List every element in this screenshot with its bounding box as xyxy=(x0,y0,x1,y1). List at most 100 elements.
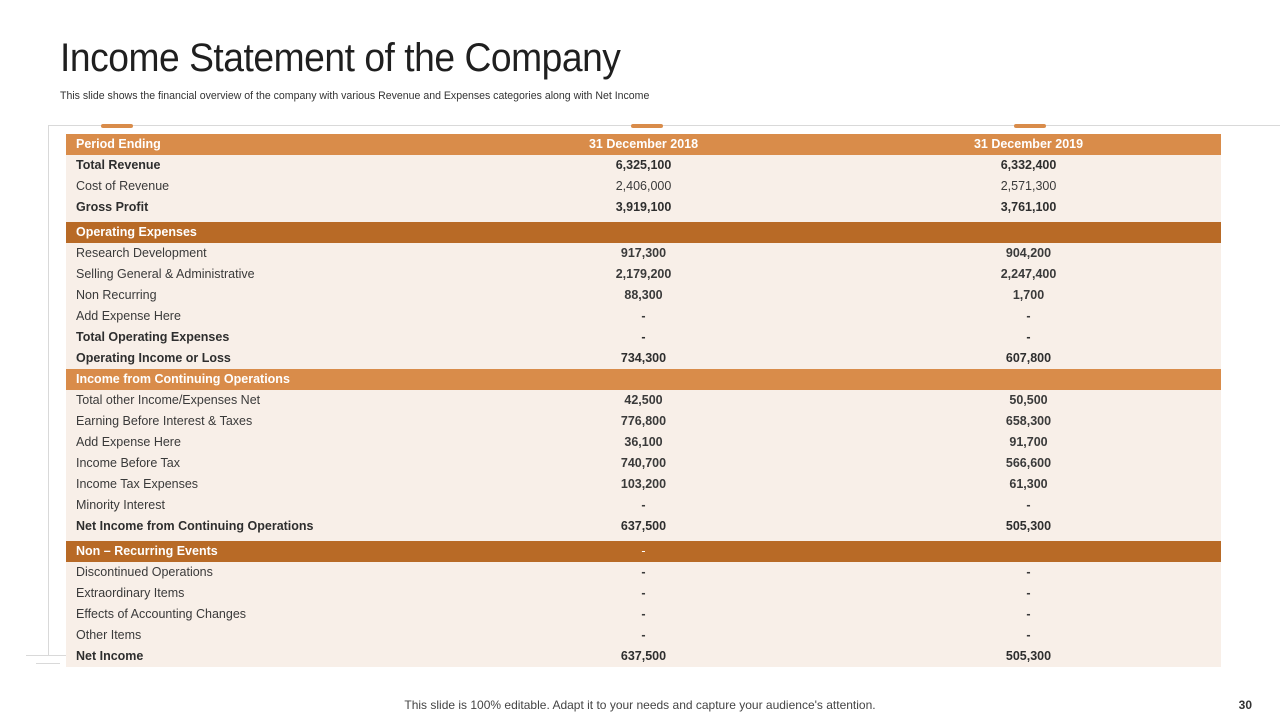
table-row: Cost of Revenue 2,406,000 2,571,300 xyxy=(66,176,1221,197)
table-row: Research Development 917,300 904,200 xyxy=(66,243,1221,264)
row-label: Total other Income/Expenses Net xyxy=(66,390,451,411)
row-label: Non Recurring xyxy=(66,285,451,306)
row-label: Discontinued Operations xyxy=(66,562,451,583)
row-label: Effects of Accounting Changes xyxy=(66,604,451,625)
value-2018: - xyxy=(451,625,836,646)
section-label: Income from Continuing Operations xyxy=(66,369,451,390)
section-label: Non – Recurring Events xyxy=(66,541,451,562)
table-row: Total Operating Expenses - - xyxy=(66,327,1221,348)
value-2018: 637,500 xyxy=(451,516,836,537)
row-spacer xyxy=(66,218,1221,222)
footer-note: This slide is 100% editable. Adapt it to… xyxy=(404,698,876,712)
value-2019: - xyxy=(836,562,1221,583)
value-2018 xyxy=(451,222,836,243)
value-2018: 2,179,200 xyxy=(451,264,836,285)
row-label: Minority Interest xyxy=(66,495,451,516)
value-2019: 505,300 xyxy=(836,646,1221,667)
header-2018: 31 December 2018 xyxy=(451,134,836,155)
table-row: Total other Income/Expenses Net 42,500 5… xyxy=(66,390,1221,411)
table-row: Operating Income or Loss 734,300 607,800 xyxy=(66,348,1221,369)
section-header-row: Operating Expenses xyxy=(66,222,1221,243)
table-header-row: Period Ending 31 December 2018 31 Decemb… xyxy=(66,134,1221,155)
value-2019: 658,300 xyxy=(836,411,1221,432)
value-2018: 740,700 xyxy=(451,453,836,474)
table-row: Extraordinary Items - - xyxy=(66,583,1221,604)
row-label: Total Revenue xyxy=(66,155,451,176)
table-row: Add Expense Here 36,100 91,700 xyxy=(66,432,1221,453)
table-row: Non Recurring 88,300 1,700 xyxy=(66,285,1221,306)
value-2019: - xyxy=(836,306,1221,327)
value-2018: - xyxy=(451,541,836,562)
value-2018: - xyxy=(451,495,836,516)
row-label: Gross Profit xyxy=(66,197,451,218)
header-2019: 31 December 2019 xyxy=(836,134,1221,155)
table-row: Effects of Accounting Changes - - xyxy=(66,604,1221,625)
value-2018: - xyxy=(451,562,836,583)
value-2019 xyxy=(836,369,1221,390)
row-label: Add Expense Here xyxy=(66,306,451,327)
table-row: Net Income from Continuing Operations 63… xyxy=(66,516,1221,537)
row-label: Cost of Revenue xyxy=(66,176,451,197)
row-label: Selling General & Administrative xyxy=(66,264,451,285)
row-spacer xyxy=(66,537,1221,541)
value-2019: - xyxy=(836,583,1221,604)
frame-line-left xyxy=(48,125,49,655)
value-2019: 1,700 xyxy=(836,285,1221,306)
row-label: Other Items xyxy=(66,625,451,646)
row-label: Research Development xyxy=(66,243,451,264)
section-header-row: Non – Recurring Events - xyxy=(66,541,1221,562)
value-2019: 6,332,400 xyxy=(836,155,1221,176)
row-label: Extraordinary Items xyxy=(66,583,451,604)
table-row: Total Revenue 6,325,100 6,332,400 xyxy=(66,155,1221,176)
value-2019: - xyxy=(836,625,1221,646)
frame-line-foot xyxy=(26,655,66,656)
table-row: Selling General & Administrative 2,179,2… xyxy=(66,264,1221,285)
value-2019: 566,600 xyxy=(836,453,1221,474)
value-2019: 61,300 xyxy=(836,474,1221,495)
value-2018: 36,100 xyxy=(451,432,836,453)
frame-line-foot xyxy=(36,663,60,664)
row-label: Total Operating Expenses xyxy=(66,327,451,348)
value-2019: 3,761,100 xyxy=(836,197,1221,218)
value-2018: 103,200 xyxy=(451,474,836,495)
section-header-row: Income from Continuing Operations xyxy=(66,369,1221,390)
row-label: Net Income xyxy=(66,646,451,667)
table-row: Net Income 637,500 505,300 xyxy=(66,646,1221,667)
value-2018: 88,300 xyxy=(451,285,836,306)
table-row: Earning Before Interest & Taxes 776,800 … xyxy=(66,411,1221,432)
value-2018: 734,300 xyxy=(451,348,836,369)
value-2018: 776,800 xyxy=(451,411,836,432)
table-row: Minority Interest - - xyxy=(66,495,1221,516)
row-label: Add Expense Here xyxy=(66,432,451,453)
value-2018: 3,919,100 xyxy=(451,197,836,218)
value-2019: - xyxy=(836,604,1221,625)
income-statement-table: Period Ending 31 December 2018 31 Decemb… xyxy=(66,134,1221,667)
value-2019: 50,500 xyxy=(836,390,1221,411)
page-title: Income Statement of the Company xyxy=(60,36,621,80)
section-label: Operating Expenses xyxy=(66,222,451,243)
value-2018: - xyxy=(451,327,836,348)
page-subtitle: This slide shows the financial overview … xyxy=(60,90,650,102)
value-2018 xyxy=(451,369,836,390)
table-row: Other Items - - xyxy=(66,625,1221,646)
value-2018: 917,300 xyxy=(451,243,836,264)
decorative-tab xyxy=(1014,124,1046,128)
row-label: Income Before Tax xyxy=(66,453,451,474)
value-2018: 2,406,000 xyxy=(451,176,836,197)
row-label: Earning Before Interest & Taxes xyxy=(66,411,451,432)
value-2018: 637,500 xyxy=(451,646,836,667)
value-2018: - xyxy=(451,306,836,327)
value-2019: 91,700 xyxy=(836,432,1221,453)
value-2019: 505,300 xyxy=(836,516,1221,537)
value-2019: 607,800 xyxy=(836,348,1221,369)
frame-line-top xyxy=(48,125,1280,126)
table-row: Discontinued Operations - - xyxy=(66,562,1221,583)
decorative-tab xyxy=(101,124,133,128)
table-row: Income Tax Expenses 103,200 61,300 xyxy=(66,474,1221,495)
row-label: Net Income from Continuing Operations xyxy=(66,516,451,537)
decorative-tab xyxy=(631,124,663,128)
value-2019: 904,200 xyxy=(836,243,1221,264)
value-2019: - xyxy=(836,495,1221,516)
table-row: Income Before Tax 740,700 566,600 xyxy=(66,453,1221,474)
value-2018: - xyxy=(451,604,836,625)
